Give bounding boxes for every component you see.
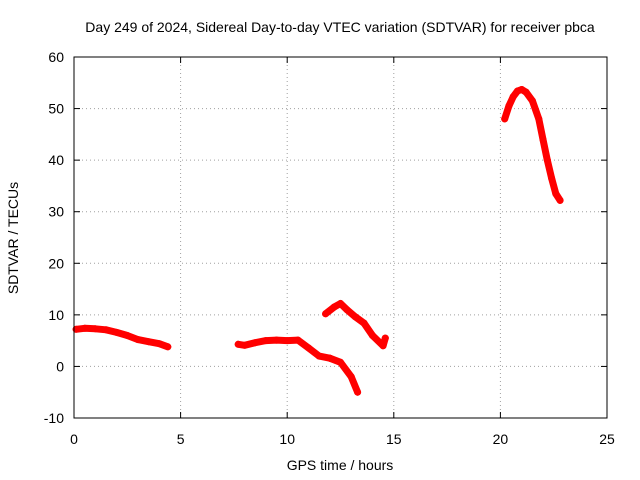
data-point xyxy=(343,306,351,314)
y-tick-label: 40 xyxy=(48,152,64,168)
series-line-segment-3 xyxy=(326,354,362,396)
data-point xyxy=(379,342,387,350)
data-point xyxy=(305,344,312,352)
y-tick-label: 0 xyxy=(56,358,64,374)
data-point xyxy=(381,334,389,342)
data-point xyxy=(556,196,564,204)
tick-layer xyxy=(73,56,608,419)
data-point xyxy=(113,328,121,336)
data-point xyxy=(539,136,547,143)
data-point xyxy=(102,326,110,334)
x-tick-label: 25 xyxy=(599,431,615,447)
data-point xyxy=(501,115,509,123)
data-point xyxy=(234,340,242,348)
data-point xyxy=(509,93,517,101)
y-axis-title: SDTVAR / TECUs xyxy=(5,182,21,294)
data-point xyxy=(294,336,302,344)
data-point xyxy=(360,319,368,327)
grid-layer xyxy=(74,57,607,418)
data-point xyxy=(145,338,153,346)
x-tick-label: 5 xyxy=(177,431,185,447)
data-point xyxy=(369,332,376,339)
data-point xyxy=(522,88,530,96)
y-tick-label: -10 xyxy=(44,410,64,426)
data-point xyxy=(528,97,536,105)
data-point xyxy=(351,313,359,321)
data-point xyxy=(273,336,280,344)
data-point xyxy=(322,310,330,318)
data-point xyxy=(337,358,344,366)
data-point xyxy=(347,373,355,381)
data-point xyxy=(543,156,551,164)
data-point xyxy=(326,354,334,362)
chart-title: Day 249 of 2024, Sidereal Day-to-day VTE… xyxy=(85,19,595,35)
data-point xyxy=(262,337,270,345)
data-point xyxy=(283,337,291,345)
data-point xyxy=(123,332,131,339)
data-point xyxy=(155,340,163,348)
data-point xyxy=(552,190,560,198)
data-point xyxy=(548,174,556,182)
series-line-segment-1 xyxy=(72,324,172,351)
series-line-segment-2 xyxy=(234,336,334,362)
y-tick-label: 30 xyxy=(48,204,64,220)
data-point xyxy=(315,352,323,360)
data-point xyxy=(354,388,362,396)
data-point xyxy=(535,115,543,123)
data-point xyxy=(134,336,142,344)
data-point xyxy=(164,343,172,351)
y-tick-label: 50 xyxy=(48,101,64,117)
data-point xyxy=(241,341,249,349)
x-tick-label: 20 xyxy=(493,431,509,447)
data-point xyxy=(330,303,338,311)
y-tick-label: 10 xyxy=(48,307,64,323)
x-tick-label: 10 xyxy=(279,431,295,447)
x-tick-label: 15 xyxy=(386,431,402,447)
y-tick-label: 20 xyxy=(48,255,64,271)
y-tick-label: 60 xyxy=(48,49,64,65)
plot-frame xyxy=(73,56,608,419)
data-point xyxy=(91,325,99,333)
x-tick-label: 0 xyxy=(70,431,78,447)
series-layer xyxy=(72,86,564,396)
data-point xyxy=(505,102,513,110)
data-point xyxy=(251,339,259,347)
series-line-segment-5 xyxy=(501,86,564,204)
tick-label-layer: 0 5 10 15 20 25 -10 0 10 20 30 40 50 60 xyxy=(44,49,615,447)
data-point xyxy=(337,300,344,307)
x-axis-title: GPS time / hours xyxy=(287,457,394,473)
data-point xyxy=(81,324,89,332)
